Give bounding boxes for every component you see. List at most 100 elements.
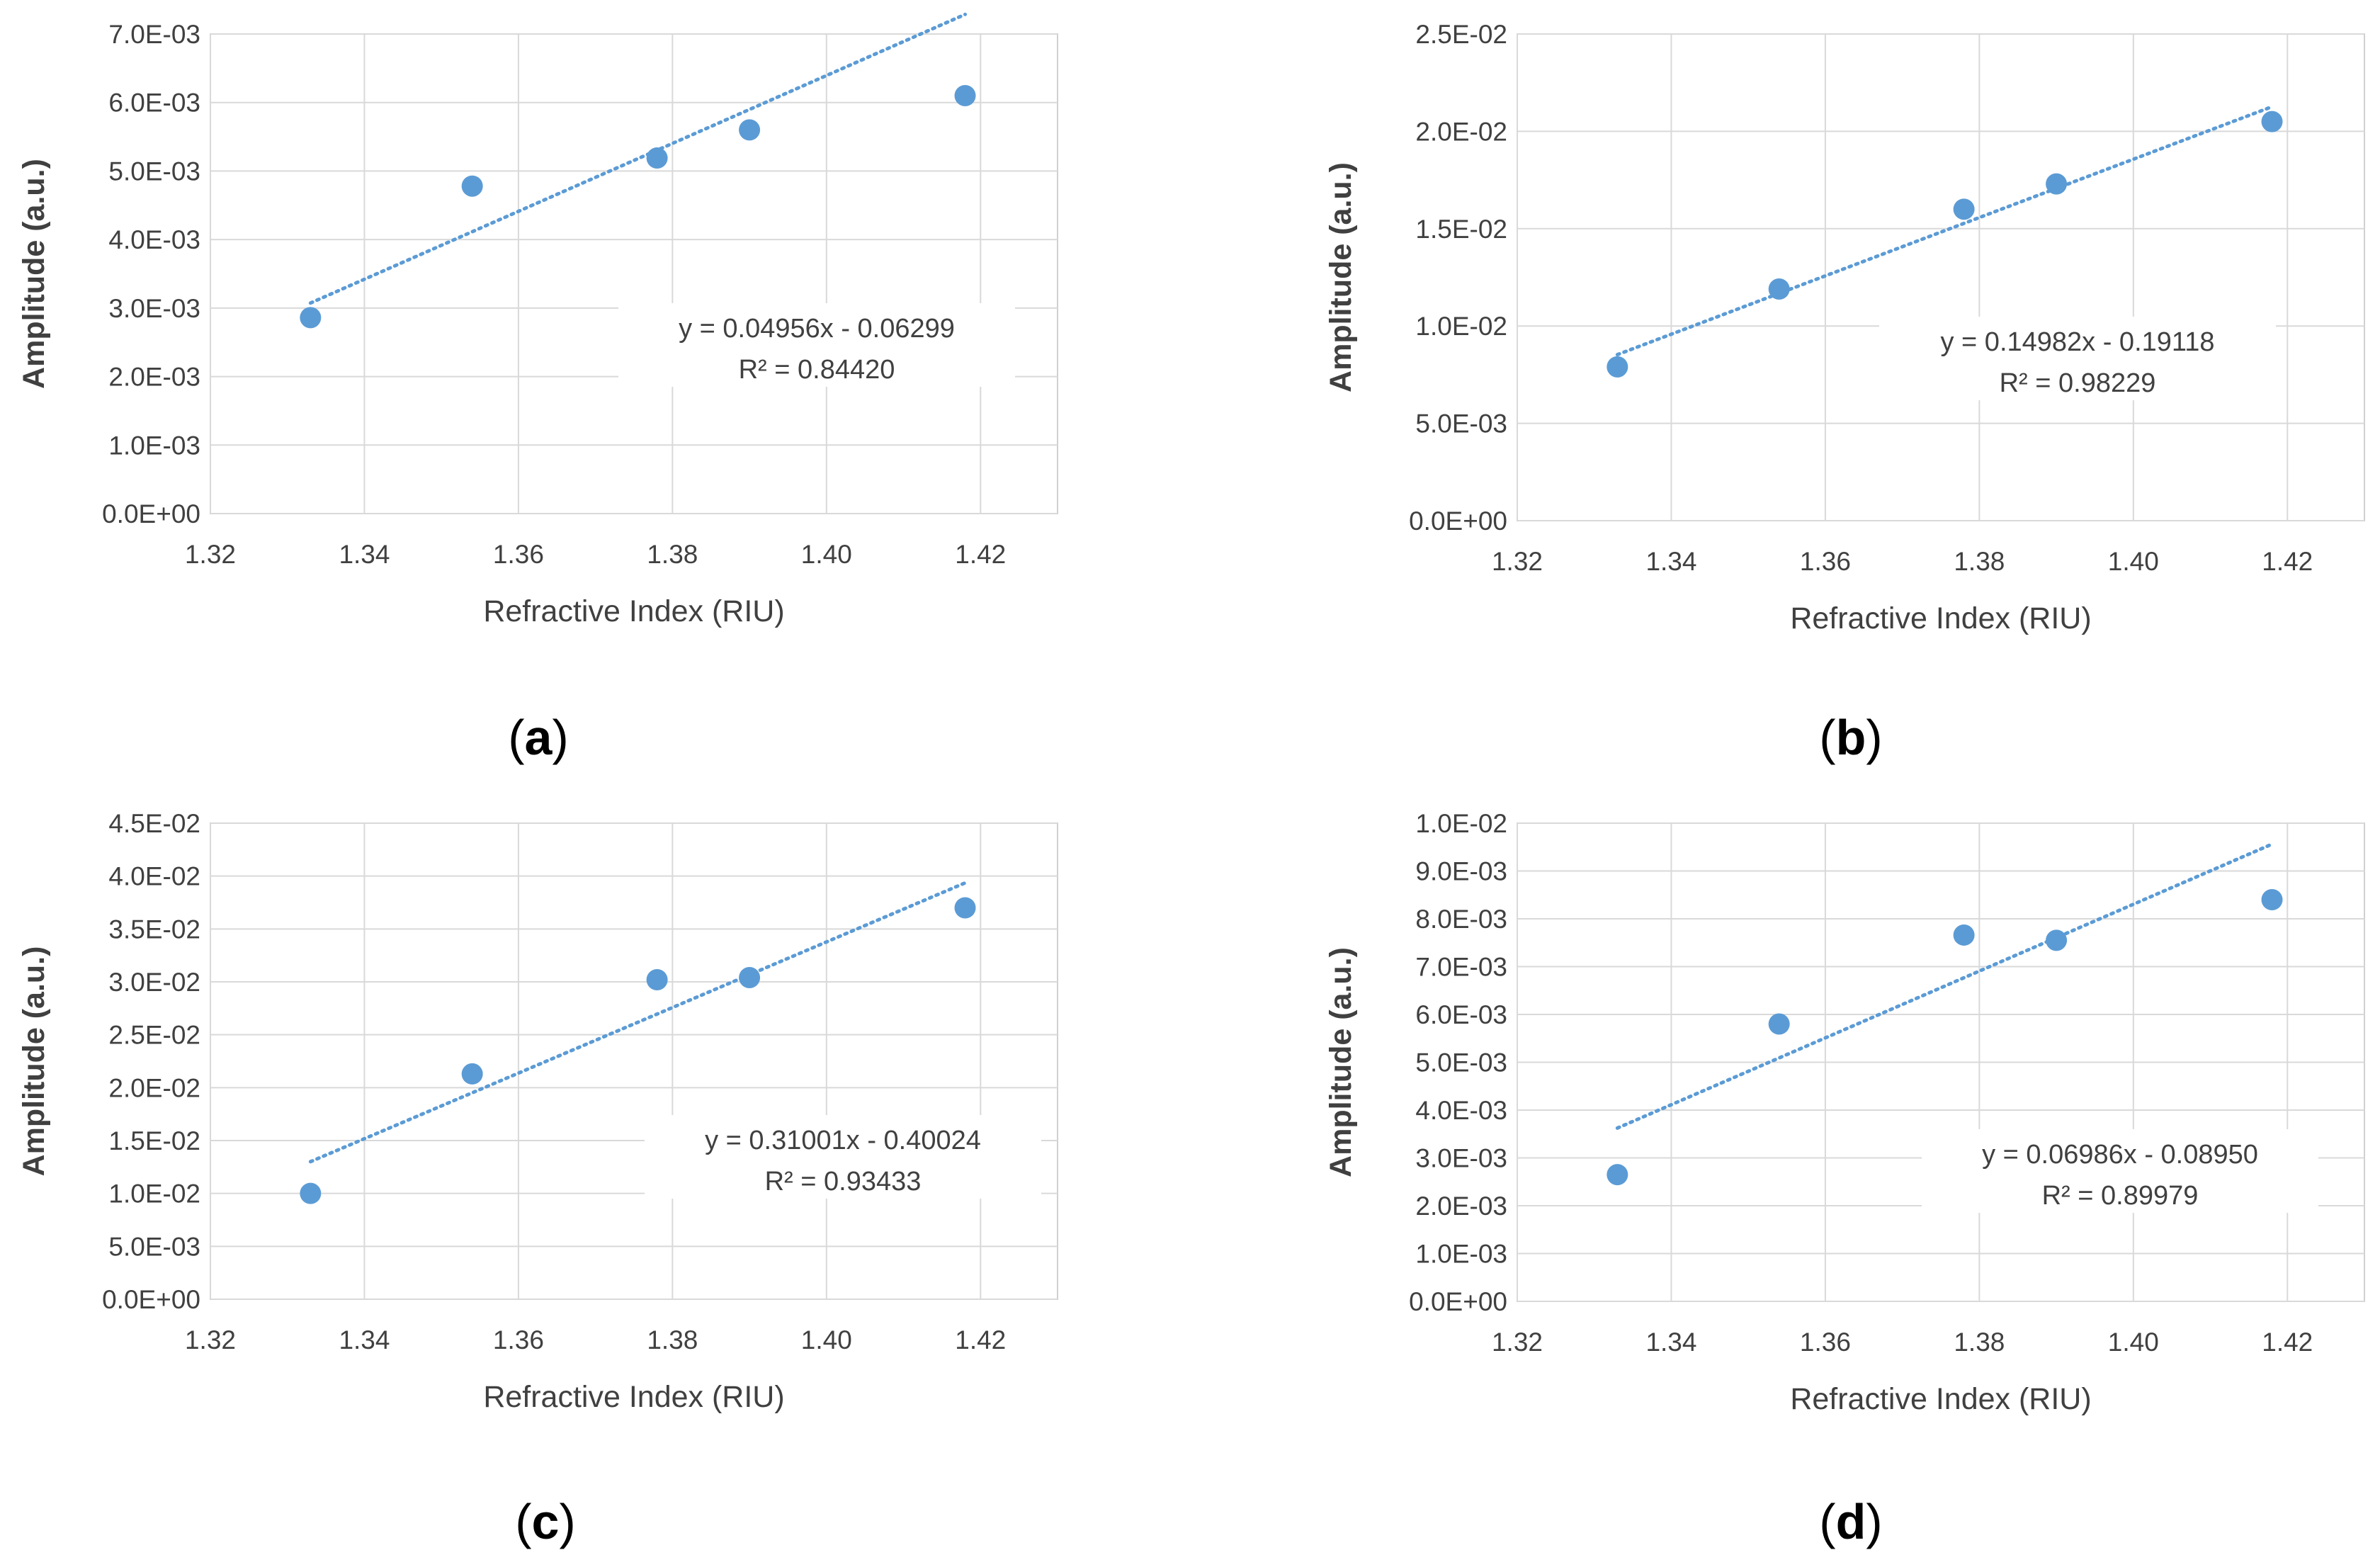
y-axis-title: Amplitude (a.u.) (17, 159, 51, 389)
data-point (2046, 929, 2068, 951)
data-point (1953, 198, 1975, 220)
y-tick-label: 1.5E-02 (1415, 215, 1507, 244)
x-tick-label: 1.34 (339, 540, 390, 569)
y-tick-label: 2.0E-03 (108, 363, 200, 392)
chart-panel-b: 0.0E+00 5.0E-03 1.0E-02 1.5E-02 2.0E-02 2.5E-… (1324, 20, 2365, 765)
caption-letter: b (1836, 710, 1866, 765)
y-tick-label: 9.0E-03 (1415, 857, 1507, 886)
panel-caption: (d) (1819, 1494, 1882, 1549)
y-tick-label: 5.0E-03 (108, 1232, 200, 1261)
x-axis-title: Refractive Index (RIU) (483, 594, 784, 628)
x-tick-label: 1.34 (1645, 547, 1696, 576)
y-tick-label: 5.0E-03 (1415, 1048, 1507, 1077)
y-tick-label: 2.5E-02 (108, 1021, 200, 1050)
caption-open-paren: ( (515, 1494, 531, 1549)
plot-area (210, 822, 1058, 1300)
y-tick-label: 3.5E-02 (108, 915, 200, 944)
caption-close-paren: ) (1866, 1494, 1882, 1549)
data-point (1606, 356, 1628, 378)
y-tick-label: 6.0E-03 (1415, 1000, 1507, 1029)
data-point (300, 307, 322, 329)
data-point (1606, 1164, 1628, 1186)
trendline (1615, 105, 2274, 357)
y-axis-title: Amplitude (a.u.) (17, 946, 51, 1177)
x-tick-label: 1.36 (1800, 547, 1851, 576)
y-tick-label: 3.0E-02 (108, 968, 200, 997)
data-point (646, 969, 668, 991)
y-tick-label: 2.0E-02 (108, 1073, 200, 1102)
x-axis-title: Refractive Index (RIU) (1790, 1382, 2091, 1416)
equation-label-bg (1922, 1129, 2318, 1213)
equation-label-bg (618, 303, 1015, 387)
y-tick-label: 1.0E-02 (108, 1180, 200, 1209)
plot-area (210, 33, 1058, 514)
trendline (308, 12, 968, 305)
y-tick-label: 1.0E-03 (1415, 1240, 1507, 1269)
data-point (1768, 278, 1790, 300)
x-tick-label: 1.36 (1800, 1328, 1851, 1357)
caption-letter: d (1836, 1494, 1866, 1549)
trendline (1615, 842, 2274, 1130)
y-tick-label: 5.0E-03 (108, 157, 200, 186)
y-tick-label: 1.5E-02 (108, 1126, 200, 1155)
trendline-equation: y = 0.04956x - 0.06299 (679, 314, 955, 344)
equation-label-bg (645, 1115, 1041, 1199)
data-point (1953, 924, 1975, 946)
y-tick-label: 2.0E-02 (1415, 117, 1507, 146)
y-tick-label: 0.0E+00 (102, 499, 200, 528)
y-tick-label: 0.0E+00 (1409, 507, 1507, 536)
x-tick-label: 1.42 (955, 1325, 1006, 1354)
chart-panel-c: 0.0E+00 5.0E-03 1.0E-02 1.5E-02 2.0E-02 2.5E-… (17, 809, 1058, 1549)
x-tick-label: 1.32 (1492, 1328, 1543, 1357)
r-squared-label: R² = 0.98229 (2000, 368, 2156, 398)
equation-label-bg (1879, 317, 2276, 400)
y-tick-label: 5.0E-03 (1415, 409, 1507, 439)
x-axis-title: Refractive Index (RIU) (1790, 601, 2091, 635)
x-tick-label: 1.42 (2262, 547, 2313, 576)
data-point (646, 147, 668, 169)
y-tick-label: 7.0E-03 (1415, 953, 1507, 982)
x-tick-label: 1.32 (1492, 547, 1543, 576)
data-point (954, 897, 976, 919)
x-tick-label: 1.40 (2108, 547, 2159, 576)
data-point (2261, 889, 2283, 910)
data-point (739, 119, 761, 141)
y-tick-label: 6.0E-03 (108, 89, 200, 118)
y-tick-label: 3.0E-03 (108, 294, 200, 323)
data-point (461, 175, 483, 197)
caption-open-paren: ( (1819, 1494, 1835, 1549)
data-point (954, 85, 976, 107)
caption-close-paren: ) (559, 1494, 575, 1549)
y-tick-label: 2.0E-03 (1415, 1192, 1507, 1221)
r-squared-label: R² = 0.84420 (739, 355, 895, 385)
x-tick-label: 1.40 (2108, 1328, 2159, 1357)
y-tick-label: 4.0E-03 (108, 225, 200, 254)
x-tick-label: 1.38 (647, 540, 698, 569)
x-tick-label: 1.34 (339, 1325, 390, 1354)
y-tick-label: 1.0E-03 (108, 431, 200, 460)
data-point (2261, 111, 2283, 132)
trendline-equation: y = 0.14982x - 0.19118 (1941, 327, 2215, 357)
y-tick-label: 1.0E-02 (1415, 809, 1507, 838)
x-tick-label: 1.34 (1645, 1328, 1696, 1357)
trendline-equation: y = 0.31001x - 0.40024 (705, 1126, 981, 1155)
chart-panel-d: 0.0E+00 1.0E-03 2.0E-03 3.0E-03 4.0E-03 5.0E-… (1324, 809, 2365, 1549)
y-tick-label: 8.0E-03 (1415, 905, 1507, 934)
y-tick-label: 2.5E-02 (1415, 20, 1507, 49)
x-tick-label: 1.40 (801, 540, 852, 569)
y-tick-label: 3.0E-03 (1415, 1144, 1507, 1173)
caption-close-paren: ) (552, 710, 568, 765)
caption-letter: c (532, 1494, 560, 1549)
caption-open-paren: ( (508, 710, 524, 765)
trendline-equation: y = 0.06986x - 0.08950 (1982, 1140, 2258, 1170)
data-point (2046, 173, 2068, 195)
caption-open-paren: ( (1819, 710, 1835, 765)
y-tick-label: 0.0E+00 (1409, 1287, 1507, 1316)
y-tick-label: 7.0E-03 (108, 20, 200, 49)
y-tick-label: 4.0E-03 (1415, 1096, 1507, 1125)
panel-caption: (b) (1819, 710, 1882, 765)
panel-caption: (c) (515, 1494, 576, 1549)
x-tick-label: 1.36 (493, 540, 544, 569)
chart-panel-a: 0.0E+00 1.0E-03 2.0E-03 3.0E-03 4.0E-03 5.0E-… (17, 12, 1058, 765)
